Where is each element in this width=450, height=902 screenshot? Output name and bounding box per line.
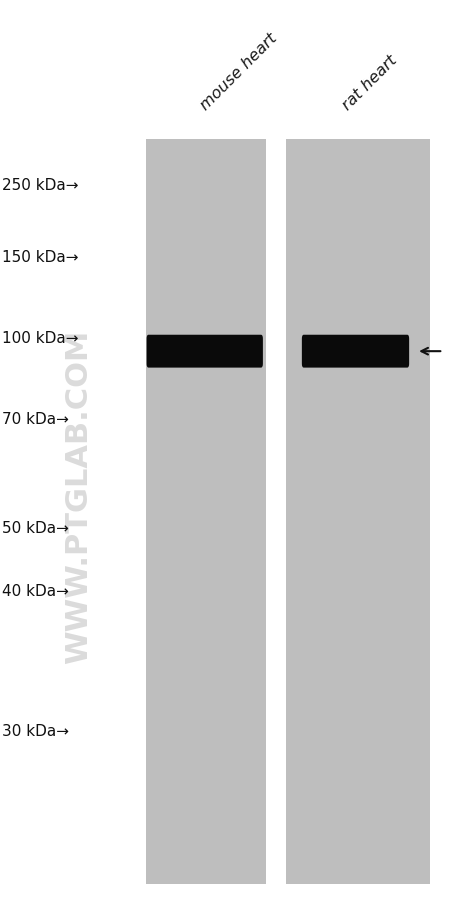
Text: mouse heart: mouse heart [198, 31, 280, 113]
Bar [286, 140, 430, 884]
Text: 40 kDa→: 40 kDa→ [2, 584, 69, 598]
Bar [146, 140, 266, 884]
FancyBboxPatch shape [302, 336, 409, 368]
FancyBboxPatch shape [147, 336, 263, 368]
Text: 70 kDa→: 70 kDa→ [2, 412, 69, 427]
Text: WWW.PTGLAB.COM: WWW.PTGLAB.COM [64, 329, 93, 663]
Text: 250 kDa→: 250 kDa→ [2, 178, 79, 192]
Text: 150 kDa→: 150 kDa→ [2, 250, 79, 264]
Text: 30 kDa→: 30 kDa→ [2, 723, 69, 738]
Text: rat heart: rat heart [340, 52, 400, 113]
Text: 100 kDa→: 100 kDa→ [2, 331, 79, 345]
Text: 50 kDa→: 50 kDa→ [2, 520, 69, 535]
